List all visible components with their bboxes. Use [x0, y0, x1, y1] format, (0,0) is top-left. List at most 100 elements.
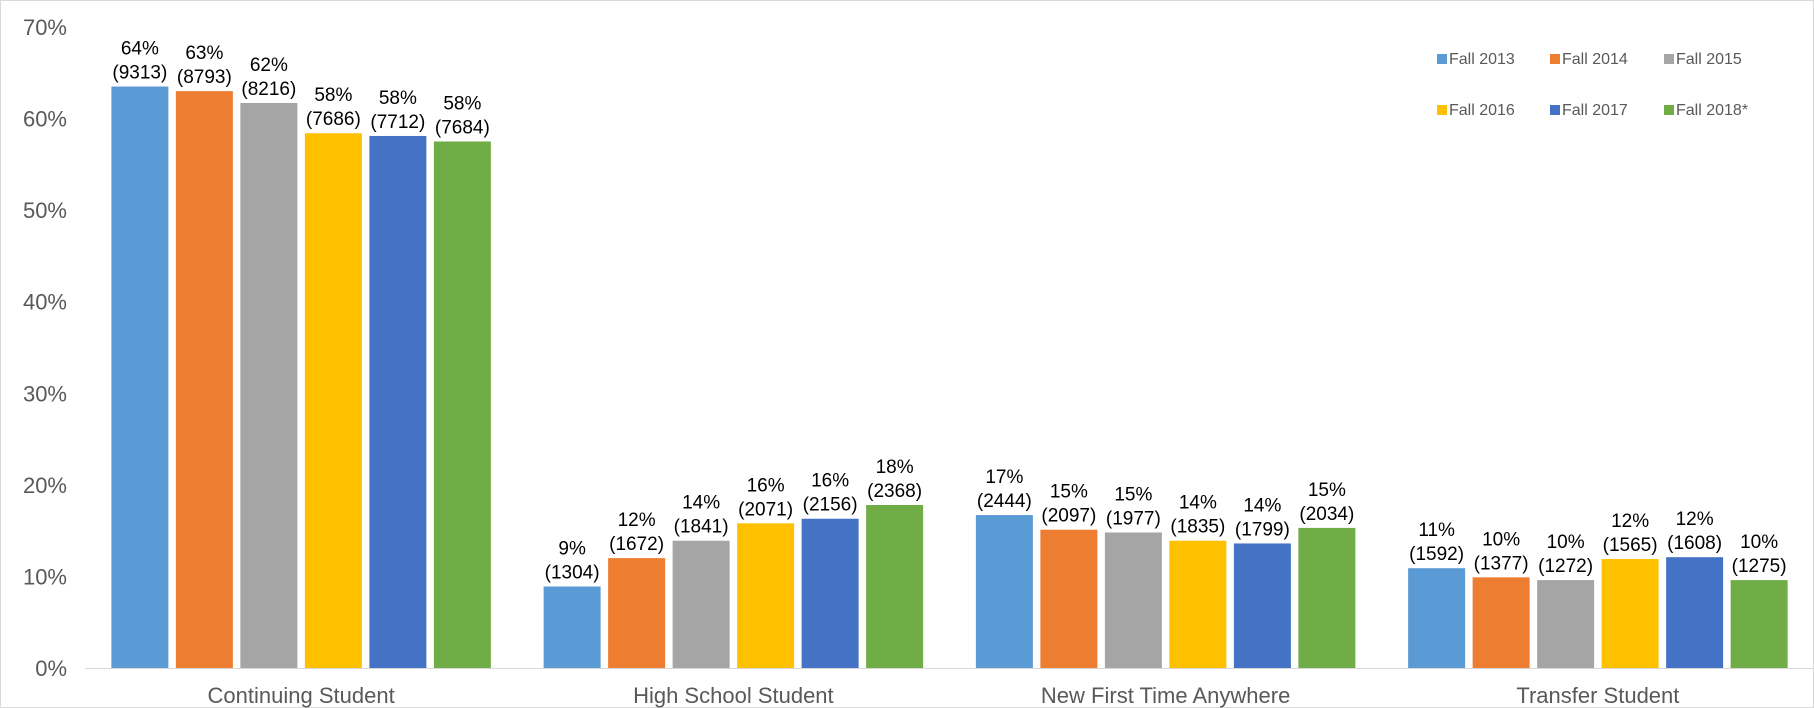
data-label-count: (8216): [241, 79, 296, 100]
bar: [240, 103, 298, 669]
bar: [975, 515, 1033, 668]
data-label-percent: 14%: [682, 493, 720, 514]
data-label-count: (8793): [177, 67, 232, 88]
data-label-count: (1977): [1106, 508, 1161, 529]
data-label-count: (7684): [435, 117, 490, 138]
data-label-percent: 17%: [985, 467, 1023, 488]
y-tick-label: 50%: [23, 198, 67, 223]
y-tick-label: 70%: [23, 15, 67, 40]
data-labels: 64% (9313) 63% (8793) 62% (8216) 58% (7686) 58% (…: [112, 39, 1786, 584]
data-label-percent: 15%: [1114, 484, 1152, 505]
x-category-label: Continuing Student: [208, 683, 395, 708]
bar: [1666, 557, 1724, 668]
bar: [737, 523, 795, 668]
data-label-count: (2071): [738, 499, 793, 520]
bar: [1298, 527, 1356, 668]
data-label-count: (2368): [867, 481, 922, 502]
data-label-percent: 10%: [1482, 529, 1520, 550]
data-label-count: (1799): [1235, 519, 1290, 540]
y-tick-label: 30%: [23, 381, 67, 406]
bar: [543, 586, 601, 668]
data-label-count: (1377): [1474, 553, 1529, 574]
data-label-count: (2444): [977, 491, 1032, 512]
legend-label: Fall 2013: [1449, 51, 1515, 68]
data-label-percent: 63%: [185, 43, 223, 64]
bars: [111, 86, 1788, 669]
bar: [433, 141, 491, 668]
legend-label: Fall 2016: [1449, 102, 1515, 119]
bar: [304, 133, 362, 669]
data-label-count: (1841): [674, 517, 729, 538]
legend-label: Fall 2014: [1562, 51, 1628, 68]
data-label-percent: 18%: [876, 457, 914, 478]
y-tick-label: 0%: [35, 656, 67, 681]
legend-swatch: [1437, 105, 1447, 115]
y-axis: 0% 10% 20% 30% 40% 50% 60% 70%: [23, 15, 67, 681]
bar: [369, 135, 427, 669]
legend-label: Fall 2015: [1676, 51, 1742, 68]
legend-label: Fall 2017: [1562, 102, 1628, 119]
data-label-count: (2156): [803, 495, 858, 516]
x-axis: Continuing Student High School Student New…: [208, 683, 1680, 708]
legend-swatch: [1664, 105, 1674, 115]
data-label-percent: 11%: [1418, 520, 1455, 541]
bar: [1233, 543, 1291, 668]
data-label-percent: 12%: [1676, 509, 1714, 530]
data-label-count: (1275): [1732, 556, 1787, 577]
data-label-percent: 14%: [1179, 493, 1217, 514]
bar: [801, 518, 859, 668]
data-label-count: (1304): [545, 563, 600, 584]
y-tick-label: 20%: [23, 473, 67, 498]
legend-swatch: [1550, 105, 1560, 115]
bar: [1601, 559, 1659, 668]
bar: [175, 91, 233, 669]
y-tick-label: 60%: [23, 107, 67, 132]
bar: [1040, 529, 1098, 668]
data-label-percent: 14%: [1243, 495, 1281, 516]
data-label-percent: 16%: [747, 475, 785, 496]
bar: [1537, 580, 1595, 668]
bar: [1730, 580, 1788, 668]
data-label-count: (1592): [1409, 544, 1464, 565]
data-label-count: (2034): [1299, 504, 1354, 525]
legend-swatch: [1664, 54, 1674, 64]
data-label-count: (7712): [370, 112, 425, 133]
data-label-count: (9313): [112, 63, 167, 84]
data-label-count: (2097): [1041, 506, 1096, 527]
data-label-percent: 12%: [1611, 511, 1649, 532]
bar: [1408, 568, 1466, 668]
bar: [1104, 532, 1162, 668]
bar: [672, 540, 730, 668]
legend-swatch: [1550, 54, 1560, 64]
data-label-count: (7686): [306, 109, 361, 130]
x-category-label: Transfer Student: [1516, 683, 1679, 708]
legend-label: Fall 2018*: [1676, 102, 1748, 119]
data-label-percent: 16%: [811, 471, 849, 492]
bar: [866, 505, 924, 668]
y-tick-label: 40%: [23, 290, 67, 315]
data-label-percent: 10%: [1547, 532, 1585, 553]
data-label-percent: 12%: [618, 510, 656, 531]
data-label-percent: 10%: [1740, 532, 1778, 553]
data-label-count: (1672): [609, 534, 664, 555]
data-label-count: (1272): [1538, 556, 1593, 577]
legend-swatch: [1437, 54, 1447, 64]
legend: Fall 2013 Fall 2014 Fall 2015 Fall 2016 Fall…: [1437, 51, 1748, 119]
data-label-count: (1608): [1667, 533, 1722, 554]
data-label-percent: 62%: [250, 55, 288, 76]
y-tick-label: 10%: [23, 564, 67, 589]
bar: [1169, 540, 1227, 668]
data-label-count: (1835): [1170, 517, 1225, 538]
x-category-label: High School Student: [633, 683, 834, 708]
data-label-percent: 15%: [1308, 480, 1346, 501]
bar: [1472, 577, 1530, 668]
data-label-count: (1565): [1603, 535, 1658, 556]
data-label-percent: 64%: [121, 39, 159, 60]
bar: [111, 86, 169, 669]
bar: [608, 558, 666, 668]
data-label-percent: 58%: [443, 93, 481, 114]
data-label-percent: 15%: [1050, 482, 1088, 503]
data-label-percent: 58%: [379, 88, 417, 109]
data-label-percent: 58%: [314, 85, 352, 106]
